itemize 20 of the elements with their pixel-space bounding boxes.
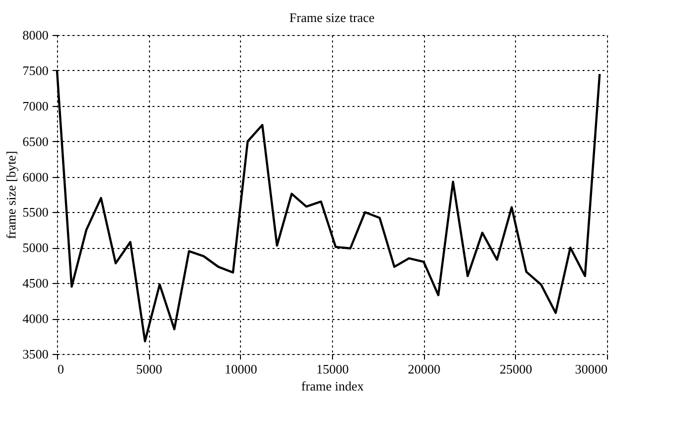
y-tick-label: 7000	[22, 98, 48, 114]
x-tick-label: 30000	[575, 362, 608, 376]
y-tick-label: 6000	[22, 169, 48, 184]
y-tick-label: 4000	[22, 311, 48, 326]
y-tick-label: 5000	[22, 240, 48, 256]
y-tick-label: 5500	[22, 204, 48, 220]
y-tick-label: 3500	[22, 346, 48, 362]
y-tick-label: 8000	[22, 28, 48, 42]
x-tick-label: 0	[58, 362, 64, 376]
y-axis-title: frame size [byte]	[4, 150, 18, 240]
y-tick-label: 4500	[22, 276, 48, 291]
y-tick-label: 6500	[22, 134, 48, 149]
x-tick-label: 15000	[316, 362, 349, 376]
x-tick-label: 25000	[500, 362, 532, 376]
x-tick-label: 10000	[224, 362, 258, 376]
x-axis-title: frame index	[301, 378, 364, 394]
y-tick-label: 7500	[22, 62, 48, 78]
x-tick-label: 20000	[408, 362, 440, 376]
x-tick-label: 5000	[136, 362, 162, 376]
chart-title: Frame size trace	[289, 10, 375, 25]
